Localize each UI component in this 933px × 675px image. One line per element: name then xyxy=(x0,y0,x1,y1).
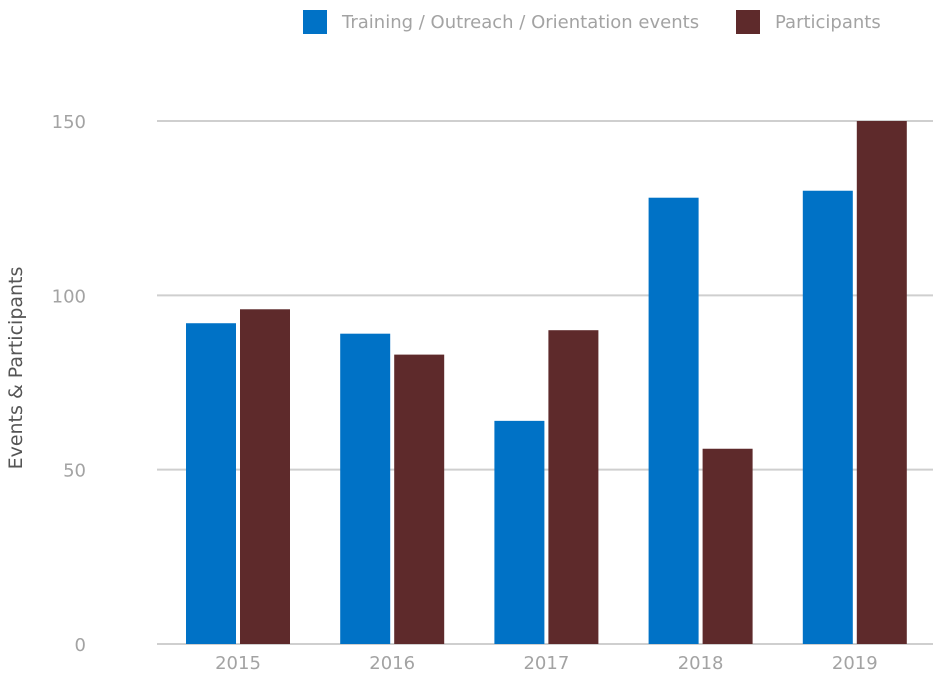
legend-swatch-events xyxy=(303,10,327,34)
legend: Training / Outreach / Orientation events… xyxy=(303,10,881,34)
bar-events-2019 xyxy=(802,190,853,644)
y-tick-labels: 0 50 100 150 xyxy=(52,112,86,656)
legend-label-participants: Participants xyxy=(775,12,881,33)
bar-participants-2017 xyxy=(548,330,599,644)
bar-participants-2016 xyxy=(394,354,445,644)
y-axis-label: Events & Participants xyxy=(5,267,27,470)
y-tick-label-150: 150 xyxy=(52,112,86,133)
x-tick-label-2015: 2015 xyxy=(215,653,261,674)
x-tick-label-2019: 2019 xyxy=(832,653,878,674)
y-tick-label-50: 50 xyxy=(63,461,86,482)
bar-participants-2015 xyxy=(240,309,290,644)
x-tick-label-2016: 2016 xyxy=(369,653,415,674)
legend-swatch-participants xyxy=(736,10,760,34)
bar-events-2018 xyxy=(648,197,699,644)
x-tick-label-2018: 2018 xyxy=(678,653,724,674)
bar-participants-2019 xyxy=(856,121,907,644)
y-tick-label-0: 0 xyxy=(75,635,86,656)
y-tick-label-100: 100 xyxy=(52,286,86,307)
bar-events-2015 xyxy=(186,323,236,644)
x-tick-labels: 2015 2016 2017 2018 2019 xyxy=(215,653,878,674)
legend-label-events: Training / Outreach / Orientation events xyxy=(341,12,699,33)
bar-participants-2018 xyxy=(702,448,753,644)
bars xyxy=(186,121,907,644)
x-tick-label-2017: 2017 xyxy=(523,653,569,674)
bar-events-2016 xyxy=(340,333,391,644)
bar-events-2017 xyxy=(494,420,545,644)
